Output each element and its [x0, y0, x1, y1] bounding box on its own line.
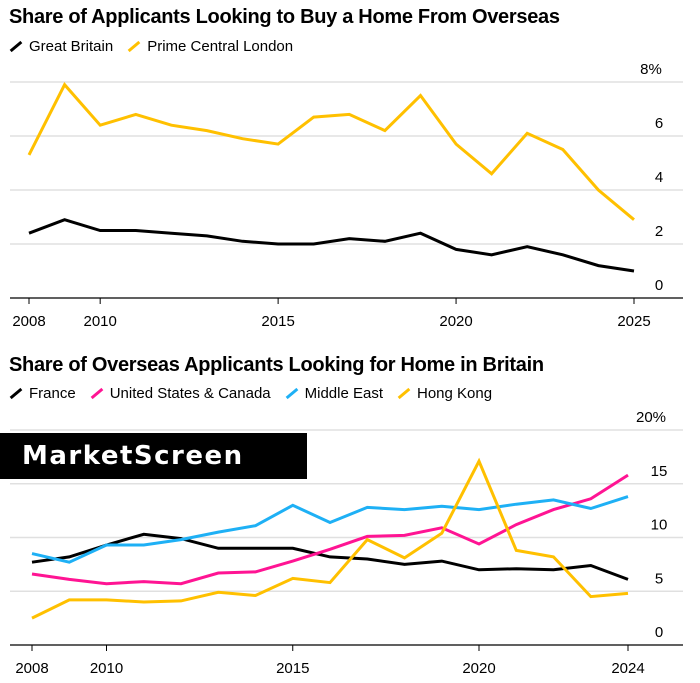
x-tick-label: 2015	[276, 660, 309, 677]
y-tick-label: 4	[655, 169, 663, 186]
y-tick-label: 8%	[640, 61, 662, 78]
x-tick-label: 2024	[611, 660, 644, 677]
legend-label: Great Britain	[29, 38, 114, 55]
legend-label: United States & Canada	[109, 385, 271, 402]
chart-title-2: Share of Overseas Applicants Looking for…	[9, 354, 544, 376]
y-tick-label: 15	[651, 463, 668, 480]
x-tick-label: 2015	[261, 313, 294, 330]
series-line-france	[31, 532, 629, 581]
y-tick-label: 0	[655, 277, 663, 294]
x-tick-label: 2008	[15, 660, 48, 677]
y-tick-label: 10	[651, 517, 668, 534]
y-tick-label: 20%	[636, 409, 666, 426]
watermark-logo: MarketScreen	[0, 433, 307, 479]
legend-item-great-britain: Great Britain	[9, 38, 113, 55]
legend-item-france: France	[9, 385, 76, 402]
legend-item-prime-central-london: Prime Central London	[127, 38, 293, 55]
series-line-prime-central-london	[27, 82, 635, 221]
legend-item-us-canada: United States & Canada	[90, 385, 271, 402]
series-line-hong-kong	[31, 457, 629, 620]
legend-item-middle-east: Middle East	[285, 385, 383, 402]
y-tick-label: 0	[655, 624, 663, 641]
x-tick-label: 2020	[439, 313, 472, 330]
x-tick-label: 2008	[12, 313, 45, 330]
x-tick-label: 2010	[90, 660, 123, 677]
legend-item-hong-kong: Hong Kong	[397, 385, 492, 402]
y-tick-label: 5	[655, 570, 663, 587]
legend-label: Middle East	[304, 385, 383, 402]
series-line-united-states-canada	[31, 473, 629, 586]
chart-title-1: Share of Applicants Looking to Buy a Hom…	[9, 6, 560, 28]
series-line-middle-east	[31, 495, 629, 564]
series-line-great-britain	[28, 218, 635, 273]
x-tick-label: 2010	[83, 313, 116, 330]
y-tick-label: 6	[655, 115, 663, 132]
legend-label: Hong Kong	[417, 385, 493, 402]
legend-1: Great Britain Prime Central London	[9, 38, 293, 55]
y-tick-label: 2	[655, 223, 663, 240]
x-tick-label: 2020	[462, 660, 495, 677]
legend-2: France United States & Canada Middle Eas…	[9, 385, 492, 402]
legend-label: France	[29, 385, 76, 402]
x-tick-label: 2025	[617, 313, 650, 330]
legend-label: Prime Central London	[147, 38, 294, 55]
